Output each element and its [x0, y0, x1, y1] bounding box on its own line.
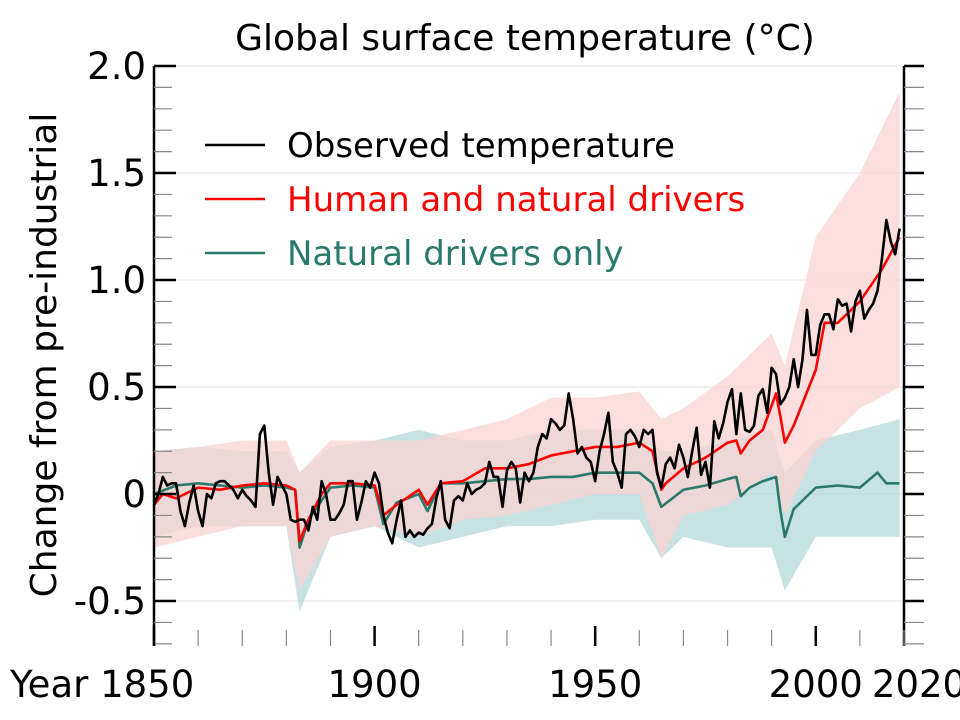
- y-tick-label: 2.0: [87, 45, 146, 88]
- x-tick-label: 1950: [548, 663, 642, 706]
- uncertainty-band: [154, 91, 900, 591]
- y-tick-label: 0.5: [87, 366, 146, 409]
- series-line: [152, 218, 901, 545]
- y-tick-label: 1.0: [87, 259, 146, 302]
- legend-label: Human and natural drivers: [287, 180, 745, 220]
- legend-label: Observed temperature: [287, 126, 675, 166]
- x-tick-label: 2020: [872, 663, 960, 706]
- x-tick-label: 2000: [769, 663, 863, 706]
- x-tick-label: 1900: [328, 663, 422, 706]
- x-tick-label: Year 1850: [9, 663, 194, 706]
- series-line: [152, 236, 901, 543]
- chart-title: Global surface temperature (°C): [235, 18, 815, 59]
- y-axis-label: Change from pre-industrial: [24, 113, 65, 598]
- y-tick-label: -0.5: [74, 580, 146, 623]
- legend-label: Natural drivers only: [287, 234, 624, 274]
- y-tick-label: 0: [122, 473, 146, 516]
- y-tick-label: 1.5: [87, 152, 146, 195]
